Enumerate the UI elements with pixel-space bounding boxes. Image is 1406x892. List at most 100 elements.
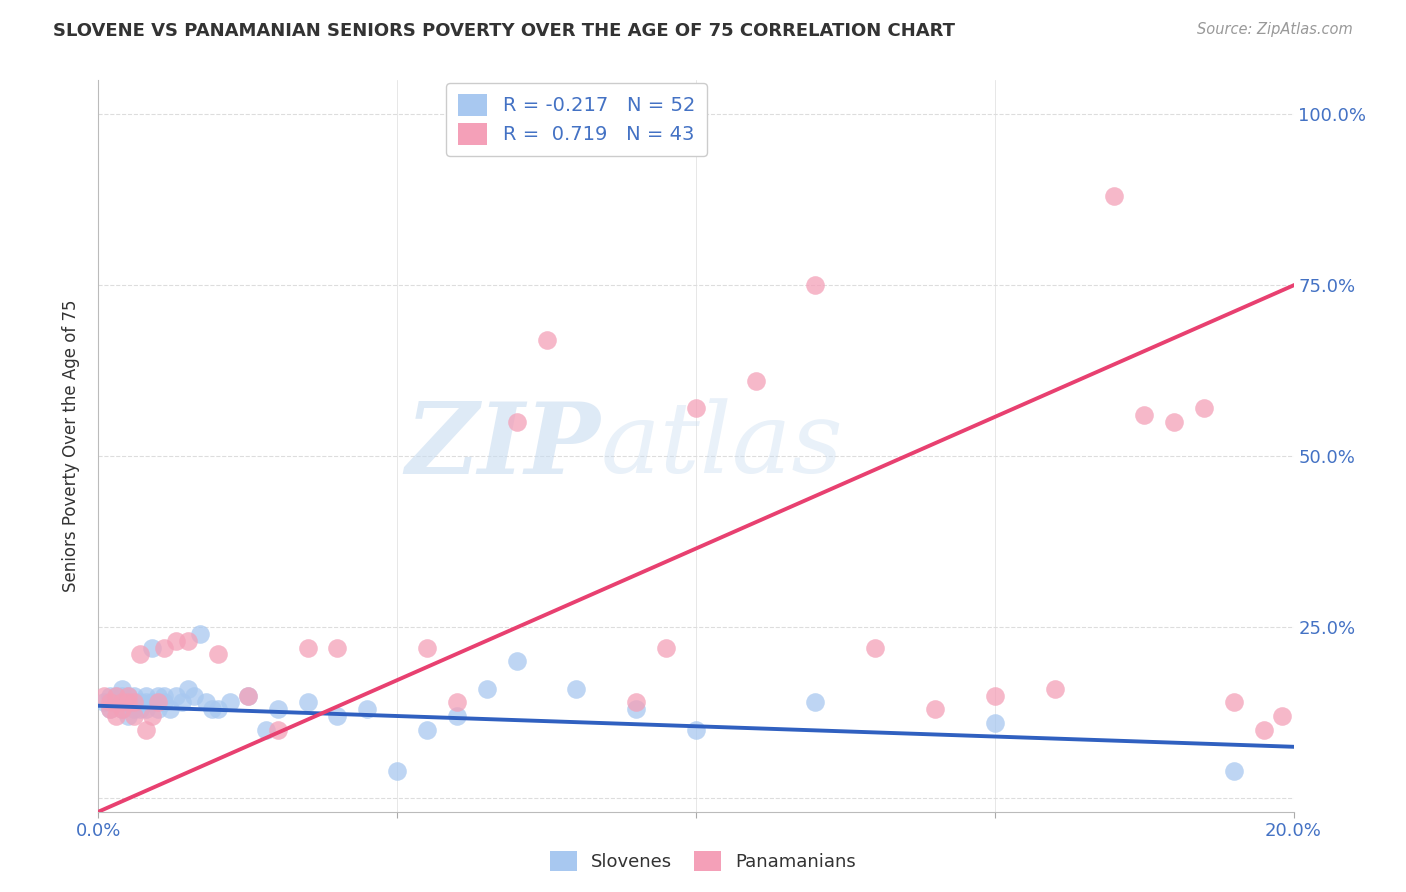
Point (148, 695, 170, 709)
Point (267, 723, 290, 737)
Point (1253, 723, 1275, 737)
Point (124, 702, 146, 716)
Legend: R = -0.217   N = 52, R =  0.719   N = 43: R = -0.217 N = 52, R = 0.719 N = 43 (446, 83, 707, 156)
Point (105, 689, 128, 703)
Point (129, 695, 152, 709)
Point (1223, 695, 1246, 709)
Point (207, 648, 229, 662)
Point (475, 681, 498, 696)
Point (153, 640, 176, 655)
Legend: Slovenes, Panamanians: Slovenes, Panamanians (543, 844, 863, 879)
Point (984, 715, 1007, 730)
Point (177, 633, 200, 648)
Point (201, 702, 224, 716)
Point (117, 695, 139, 709)
Point (111, 681, 134, 696)
Point (804, 695, 827, 709)
Point (565, 681, 588, 696)
Point (236, 689, 259, 703)
Point (416, 723, 439, 737)
Point (804, 278, 827, 293)
Point (93, 695, 115, 709)
Point (135, 695, 157, 709)
Point (506, 415, 529, 429)
Point (93, 689, 115, 703)
Point (924, 702, 946, 716)
Point (148, 702, 170, 716)
Point (207, 702, 229, 716)
Point (236, 689, 259, 703)
Point (135, 689, 157, 703)
Point (1271, 709, 1294, 723)
Point (297, 695, 319, 709)
Point (1104, 189, 1126, 203)
Point (105, 695, 128, 709)
Point (536, 333, 558, 347)
Point (865, 640, 887, 655)
Point (626, 695, 648, 709)
Point (98, 702, 122, 716)
Point (267, 702, 290, 716)
Point (1133, 409, 1156, 423)
Point (254, 723, 277, 737)
Point (105, 709, 128, 723)
Point (129, 702, 152, 716)
Point (195, 695, 218, 709)
Point (416, 640, 439, 655)
Point (159, 702, 181, 716)
Point (124, 695, 146, 709)
Point (135, 702, 157, 716)
Point (124, 689, 146, 703)
Point (326, 640, 349, 655)
Text: Source: ZipAtlas.com: Source: ZipAtlas.com (1197, 22, 1353, 37)
Point (124, 695, 146, 709)
Point (385, 764, 409, 778)
Point (124, 709, 146, 723)
Text: atlas: atlas (600, 399, 844, 493)
Point (111, 695, 134, 709)
Point (117, 689, 139, 703)
Point (1043, 681, 1066, 696)
Point (111, 702, 134, 716)
Point (117, 689, 139, 703)
Point (984, 689, 1007, 703)
Point (177, 681, 200, 696)
Text: SLOVENE VS PANAMANIAN SENIORS POVERTY OVER THE AGE OF 75 CORRELATION CHART: SLOVENE VS PANAMANIAN SENIORS POVERTY OV… (53, 22, 956, 40)
Point (506, 654, 529, 668)
Point (165, 689, 187, 703)
Y-axis label: Seniors Poverty Over the Age of 75: Seniors Poverty Over the Age of 75 (62, 300, 80, 592)
Point (685, 723, 707, 737)
Point (1192, 401, 1215, 416)
Point (111, 689, 134, 703)
Point (188, 627, 211, 641)
Point (117, 709, 139, 723)
Point (111, 702, 134, 716)
Point (148, 689, 170, 703)
Point (655, 640, 678, 655)
Point (165, 633, 187, 648)
Point (98, 689, 122, 703)
Point (219, 695, 242, 709)
Point (183, 689, 205, 703)
Point (98, 702, 122, 716)
Point (685, 401, 707, 416)
Point (141, 709, 163, 723)
Point (105, 689, 128, 703)
Point (98, 695, 122, 709)
Point (446, 709, 468, 723)
Point (153, 695, 176, 709)
Point (153, 689, 176, 703)
Point (326, 709, 349, 723)
Point (135, 723, 157, 737)
Point (297, 640, 319, 655)
Point (446, 695, 468, 709)
Point (745, 374, 768, 388)
Point (172, 695, 194, 709)
Point (117, 695, 139, 709)
Point (141, 640, 163, 655)
Point (1223, 764, 1246, 778)
Point (129, 648, 152, 662)
Point (1163, 415, 1185, 429)
Point (356, 702, 378, 716)
Point (626, 702, 648, 716)
